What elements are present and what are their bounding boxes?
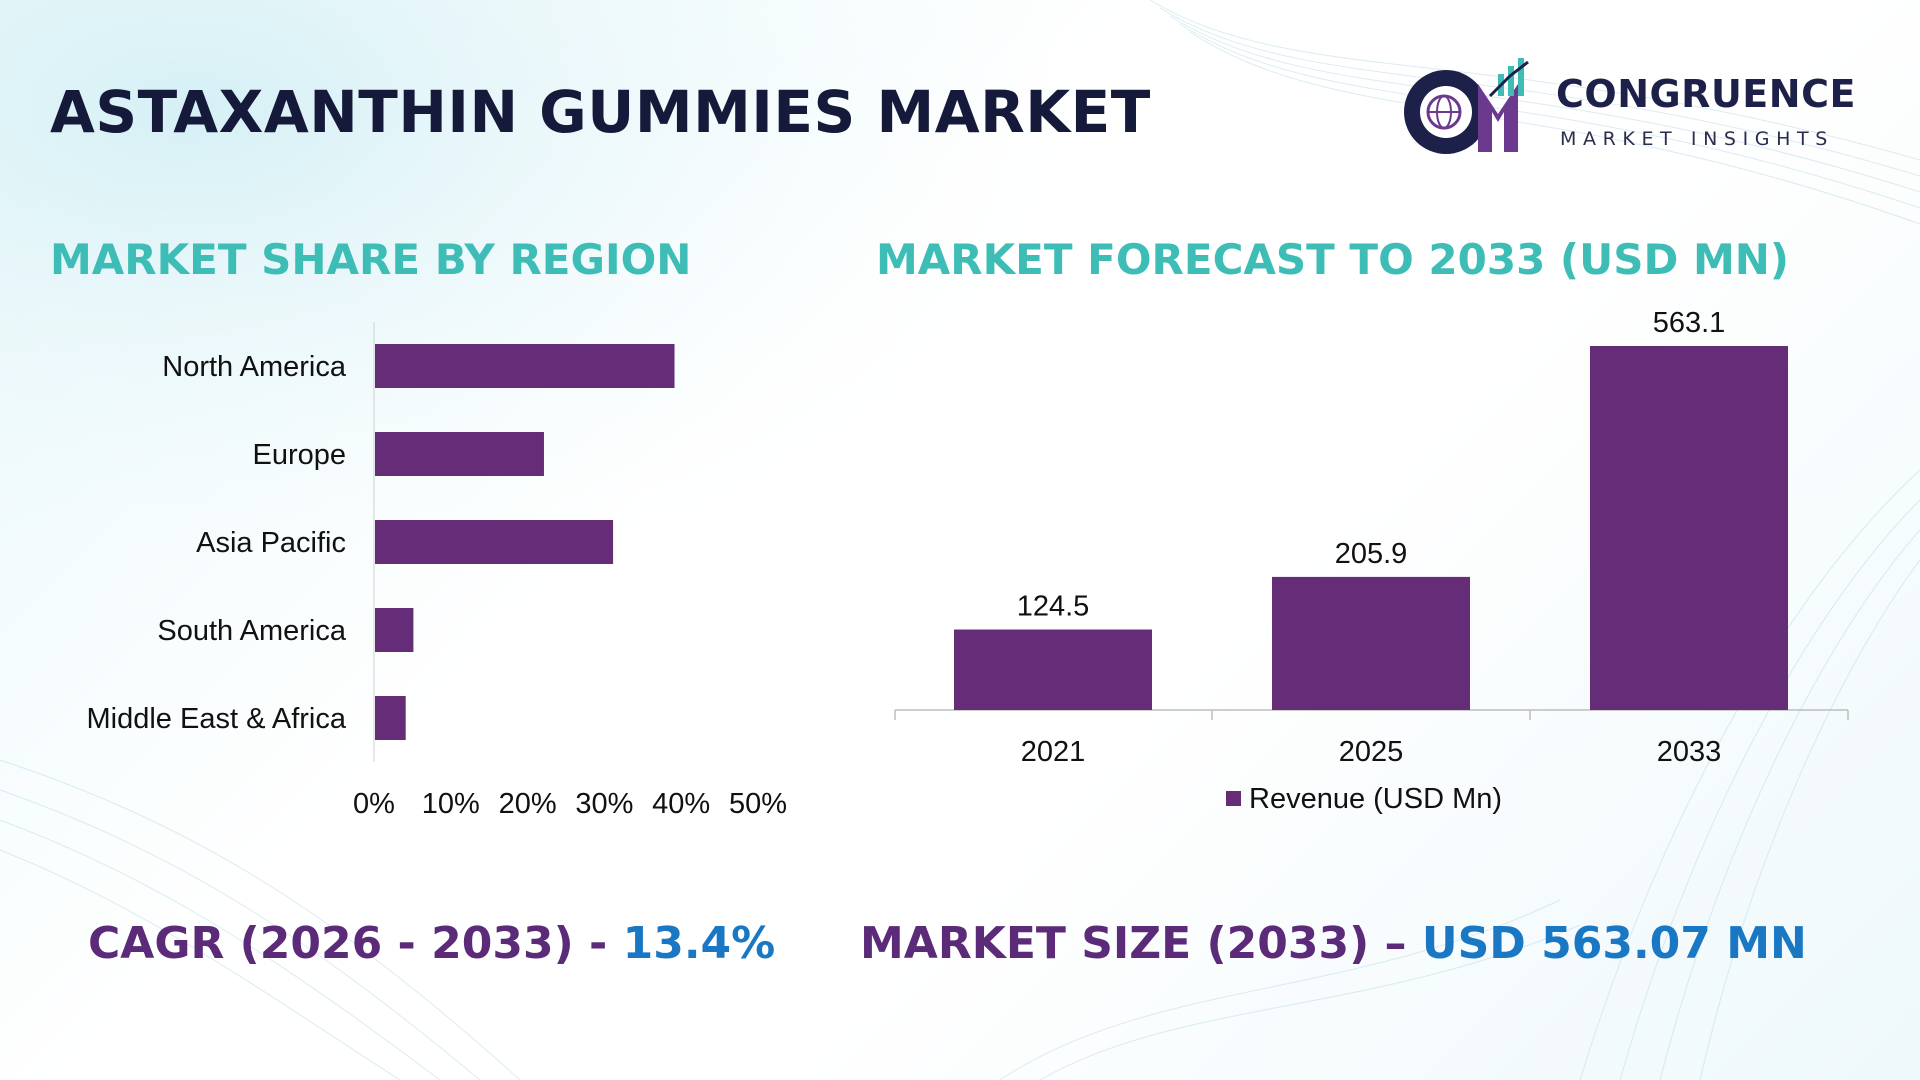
cagr-value: 13.4% [622, 918, 776, 969]
brand-logo: CONGRUENCE MARKET INSIGHTS [1398, 54, 1868, 164]
region-category-label: Middle East & Africa [87, 703, 347, 735]
forecast-chart-title: MARKET FORECAST TO 2033 (USD MN) [876, 235, 1790, 284]
region-chart-title: MARKET SHARE BY REGION [50, 235, 692, 284]
region-bar-middle-east-africa [375, 696, 406, 740]
forecast-bar-2025 [1272, 576, 1470, 710]
region-bar-europe [375, 432, 544, 476]
region-x-tick-label: 30% [575, 788, 633, 820]
region-x-tick-label: 40% [652, 788, 710, 820]
region-category-label: Europe [252, 439, 346, 471]
market-size-label: MARKET SIZE (2033) – [860, 918, 1422, 969]
forecast-x-tick-label: 2021 [1021, 736, 1086, 768]
forecast-x-tick-label: 2025 [1339, 736, 1404, 768]
region-x-tick-label: 50% [729, 788, 787, 820]
region-category-label: South America [157, 615, 346, 647]
charts-area: North America Europe Asia Pacific South Ame… [87, 307, 1849, 820]
legend-label: Revenue (USD Mn) [1249, 783, 1502, 815]
forecast-data-label: 124.5 [1017, 591, 1090, 623]
logo-tagline: MARKET INSIGHTS [1560, 128, 1834, 150]
forecast-data-label: 563.1 [1653, 307, 1726, 339]
region-bar-north-america [375, 344, 675, 388]
region-x-tick-label: 10% [422, 788, 480, 820]
legend-swatch [1226, 791, 1241, 806]
logo-wordmark: CONGRUENCE [1556, 72, 1856, 116]
region-x-tick-label: 0% [353, 788, 395, 820]
region-category-label: North America [162, 351, 347, 383]
market-size-kpi: MARKET SIZE (2033) – USD 563.07 MN [860, 918, 1807, 969]
forecast-data-label: 205.9 [1335, 538, 1408, 570]
cm-globe-growth-logo-icon [1404, 58, 1529, 154]
cagr-label: CAGR (2026 - 2033) - [88, 918, 623, 969]
region-x-tick-label: 20% [499, 788, 557, 820]
region-category-label: Asia Pacific [196, 527, 346, 559]
market-size-value: USD 563.07 MN [1421, 918, 1807, 969]
cagr-kpi: CAGR (2026 - 2033) - 13.4% [88, 918, 775, 969]
region-bar-asia-pacific [375, 520, 614, 564]
forecast-bar-2033 [1590, 346, 1788, 710]
page-title: ASTAXANTHIN GUMMIES MARKET [50, 78, 1151, 146]
forecast-x-tick-label: 2033 [1657, 736, 1722, 768]
forecast-bar-2021 [954, 629, 1152, 710]
region-bar-south-america [375, 608, 414, 652]
